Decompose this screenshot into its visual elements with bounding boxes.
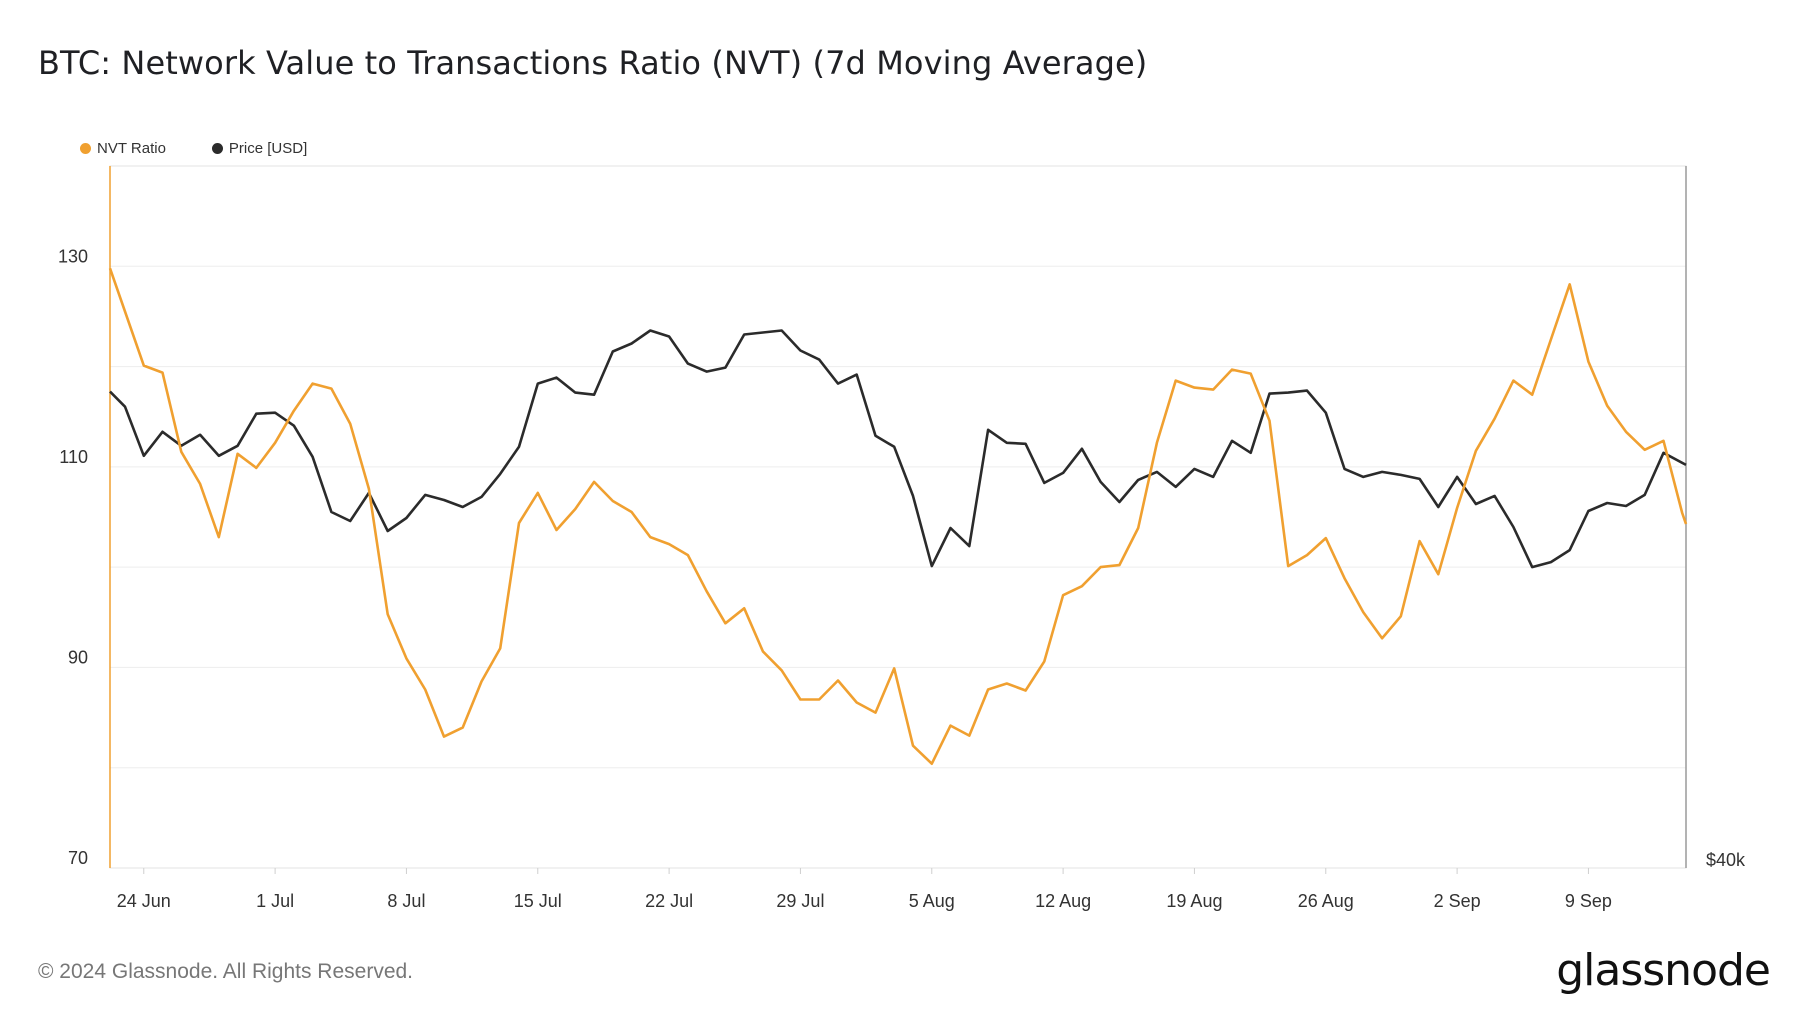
brand-logo[interactable]: glassnode [1556,945,1771,996]
legend-item-nvt[interactable]: NVT Ratio [80,140,166,157]
legend-label-price: Price [USD] [228,140,308,157]
x-tick-label: 12 Aug [1035,891,1091,911]
x-tick-label: 22 Jul [645,891,693,911]
legend-item-price[interactable]: Price [USD] [211,140,308,157]
x-tick-label: 24 Jun [117,891,171,911]
copyright-text: © 2024 Glassnode. All Rights Reserved. [38,960,414,983]
legend-dot-nvt [80,143,91,154]
y-tick-label: 130 [58,246,88,266]
grid [110,165,1686,869]
legend-dot-price [211,143,223,154]
chart-title: BTC: Network Value to Transactions Ratio… [38,44,1148,82]
x-tick-label: 5 Aug [909,891,955,911]
x-tick-label: 15 Jul [514,891,562,911]
x-tick-label: 8 Jul [387,891,425,911]
x-tick-label: 19 Aug [1166,891,1222,911]
right-axis-label: $40k [1706,850,1746,870]
x-axis-ticks: 24 Jun 1 Jul 8 Jul 15 Jul 22 Jul 29 Jul 5 Aug 1… [117,868,1612,911]
y-tick-label: 90 [68,647,88,667]
y-tick-label: 110 [59,447,88,467]
x-tick-label: 26 Aug [1298,891,1354,911]
legend: NVT Ratio Price [USD] [80,140,307,157]
series-line-nvt[interactable] [108,267,1688,765]
x-tick-label: 9 Sep [1565,891,1612,911]
y-tick-label: 70 [68,848,88,868]
legend-label-nvt: NVT Ratio [97,140,166,157]
y-axis-ticks: 70 90 110 130 [58,246,88,868]
x-tick-label: 2 Sep [1434,891,1481,911]
x-tick-label: 1 Jul [256,891,294,911]
x-tick-label: 29 Jul [776,891,824,911]
plot-frame [109,165,1687,869]
